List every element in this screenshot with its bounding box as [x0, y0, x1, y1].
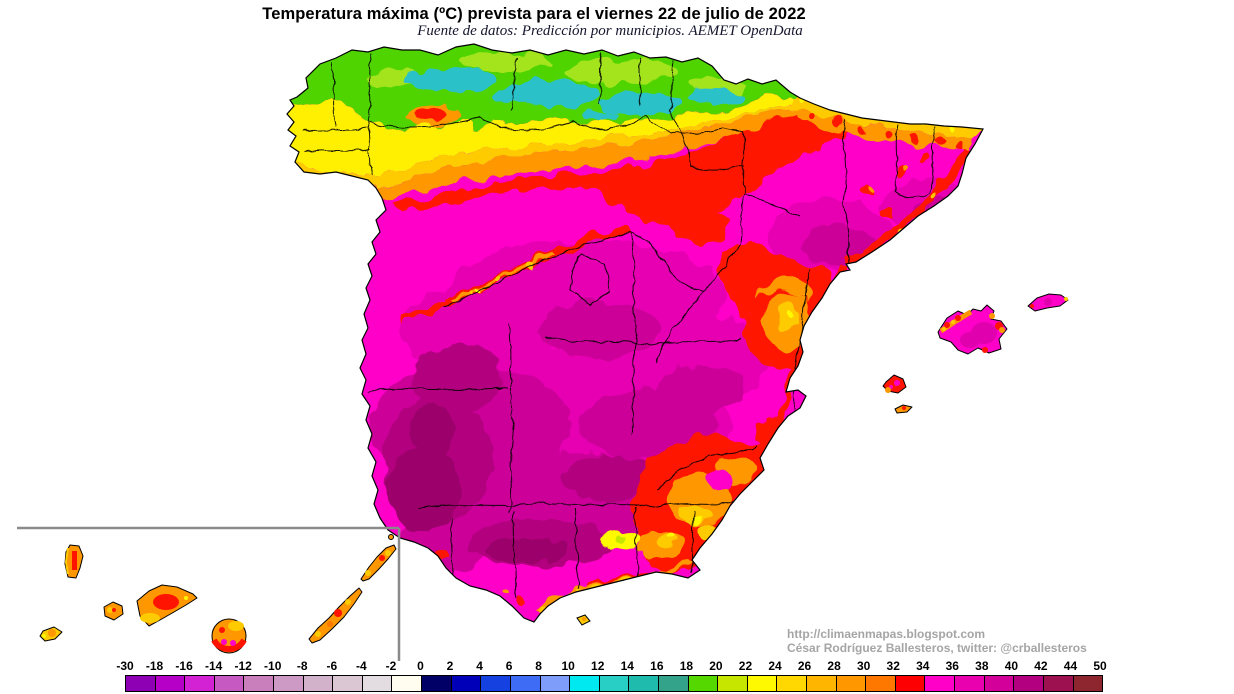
- colorbar-box: [273, 675, 304, 692]
- colorbar-tick-label: -6: [326, 659, 338, 673]
- colorbar-tick-label: -18: [145, 659, 164, 673]
- colorbar-box: [657, 675, 689, 692]
- canary-islands-inset: [17, 526, 401, 661]
- colorbar-tick-label: 6: [505, 659, 513, 673]
- colorbar-box: [539, 675, 571, 692]
- colorbar-tick-label: 24: [768, 659, 782, 673]
- colorbar-box: [450, 675, 482, 692]
- colorbar-labels: -30 -18 -16 -14 -12 -10 -8 -6 -4 -2 0 2 4 6 8 10 12 14 16 1…: [116, 659, 1107, 674]
- attribution: http://climaenmapas.blogspot.com César R…: [787, 627, 1087, 655]
- colorbar-tick-label: 0: [417, 659, 424, 673]
- colorbar-tick-label: 2: [446, 659, 454, 673]
- colorbar-tick-label: 26: [797, 659, 812, 673]
- temperature-colorbar: -30 -18 -16 -14 -12 -10 -8 -6 -4 -2 0 2 4 6 8 10 12 14 16 1…: [116, 659, 1107, 692]
- colorbar-box: [509, 675, 541, 692]
- colorbar-tick-label: 8: [535, 659, 542, 673]
- colorbar-tick-label: -30: [116, 659, 134, 673]
- colorbar-box: [954, 675, 985, 692]
- colorbar-box: [480, 675, 511, 692]
- colorbar-box: [924, 675, 956, 692]
- colorbar-boxes: [125, 675, 1104, 692]
- colorbar-box: [1013, 675, 1044, 692]
- colorbar-tick-label: 50: [1093, 659, 1107, 673]
- colorbar-tick-label: -8: [296, 659, 308, 673]
- colorbar-box: [628, 675, 659, 692]
- colorbar-tick-label: 16: [650, 659, 664, 673]
- ceuta: [576, 614, 591, 626]
- colorbar-tick-label: 10: [561, 659, 575, 673]
- colorbar-tick-label: -14: [204, 659, 223, 673]
- colorbar-box: [569, 675, 600, 692]
- colorbar-box: [361, 675, 393, 692]
- colorbar-tick-label: -4: [356, 659, 367, 673]
- colorbar-tick-label: -2: [385, 659, 397, 673]
- colorbar-tick-label: 12: [591, 659, 605, 673]
- colorbar-box: [184, 675, 215, 692]
- colorbar-box: [687, 675, 719, 692]
- attribution-url: http://climaenmapas.blogspot.com: [787, 627, 986, 641]
- colorbar-box: [243, 675, 275, 692]
- colorbar-box: [776, 675, 808, 692]
- colorbar-tick-label: 20: [709, 659, 723, 673]
- colorbar-box: [598, 675, 630, 692]
- colorbar-tick-label: -16: [175, 659, 193, 673]
- colorbar-tick-label: 44: [1063, 659, 1078, 673]
- colorbar-box: [125, 675, 156, 692]
- colorbar-tick-label: 18: [679, 659, 694, 673]
- colorbar-tick-label: 32: [886, 659, 900, 673]
- colorbar-tick-label: 22: [738, 659, 753, 673]
- colorbar-box: [1072, 675, 1104, 692]
- colorbar-box: [421, 675, 452, 692]
- inset-border-line: [17, 526, 401, 661]
- colorbar-tick-label: 38: [975, 659, 989, 673]
- colorbar-tick-label: 42: [1034, 659, 1048, 673]
- colorbar-box: [213, 675, 245, 692]
- colorbar-box: [332, 675, 363, 692]
- colorbar-box: [983, 675, 1015, 692]
- colorbar-box: [894, 675, 926, 692]
- colorbar-box: [154, 675, 186, 692]
- colorbar-box: [717, 675, 748, 692]
- colorbar-box: [302, 675, 334, 692]
- colorbar-tick-label: 28: [827, 659, 841, 673]
- data-source-subtitle: Fuente de datos: Predicción por municipi…: [417, 23, 803, 39]
- colorbar-tick-label: 4: [476, 659, 483, 673]
- province-borders: [302, 53, 936, 600]
- colorbar-tick-label: -12: [234, 659, 252, 673]
- attribution-author: César Rodríguez Ballesteros, twitter: @c…: [787, 640, 1087, 655]
- colorbar-tick-label: 34: [916, 659, 930, 673]
- colorbar-tick-label: -10: [264, 659, 282, 673]
- colorbar-box: [865, 675, 896, 692]
- colorbar-box: [391, 675, 423, 692]
- red-hot-zones: [431, 147, 972, 615]
- colorbar-box: [746, 675, 778, 692]
- colorbar-tick-label: 40: [1004, 659, 1019, 673]
- colorbar-box: [806, 675, 837, 692]
- sistema-central-ridge: [398, 226, 629, 325]
- colorbar-tick-label: 14: [620, 659, 634, 673]
- temperature-shading: [287, 44, 983, 615]
- colorbar-box: [835, 675, 867, 692]
- page-title: Temperatura máxima (ºC) prevista para el…: [262, 5, 806, 23]
- balearic-islands: [882, 293, 1069, 414]
- colorbar-tick-label: 30: [856, 659, 871, 673]
- colorbar-tick-label: 36: [945, 659, 959, 673]
- colorbar-box: [1042, 675, 1074, 692]
